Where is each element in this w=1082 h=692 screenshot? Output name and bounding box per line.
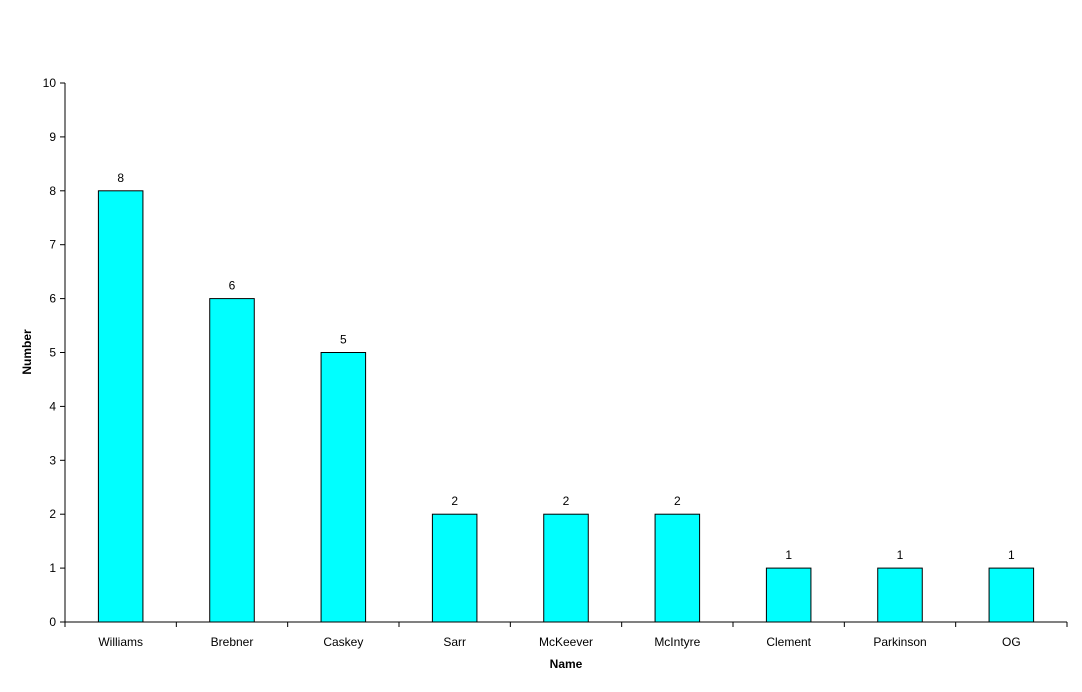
x-tick-label: Parkinson	[873, 635, 926, 649]
bars	[97, 190, 1035, 623]
y-tick-label: 0	[49, 615, 56, 629]
data-labels: 8 6 5 2 2 2 1 1 1	[117, 171, 1015, 562]
y-tick-label: 2	[49, 507, 56, 521]
data-label: 1	[785, 548, 792, 562]
data-label: 5	[340, 333, 347, 347]
data-label: 2	[451, 494, 458, 508]
data-label: 6	[229, 279, 236, 293]
data-label: 1	[1008, 548, 1015, 562]
y-tick-label: 7	[49, 238, 56, 252]
bar-brebner	[209, 298, 255, 623]
bar-parkinson	[877, 567, 923, 623]
bar-og	[988, 567, 1035, 623]
data-label: 2	[563, 494, 570, 508]
y-axis: 0 1 2 3 4 5 6 7 8 9 10	[43, 76, 66, 629]
x-tick-label: Caskey	[323, 635, 363, 649]
bar-mckeever	[543, 513, 589, 623]
data-label: 8	[117, 171, 124, 185]
y-tick-label: 9	[49, 130, 56, 144]
x-tick-label: Brebner	[211, 635, 254, 649]
data-label: 1	[897, 548, 904, 562]
x-tick-label: Clement	[766, 635, 811, 649]
bar-caskey	[320, 352, 367, 623]
y-axis-title: Number	[20, 329, 34, 375]
y-tick-label: 8	[49, 184, 56, 198]
x-tick-label: Williams	[98, 635, 143, 649]
y-tick-label: 1	[49, 561, 56, 575]
bar-clement	[765, 567, 812, 623]
y-tick-label: 5	[49, 346, 56, 360]
x-axis: Williams Brebner Caskey Sarr McKeever McIntyr…	[64, 621, 1068, 649]
x-tick-label: OG	[1002, 635, 1021, 649]
bar-sarr	[431, 513, 478, 623]
x-tick-label: McIntyre	[654, 635, 700, 649]
x-tick-label: Sarr	[443, 635, 466, 649]
x-tick-label: McKeever	[539, 635, 593, 649]
y-tick-label: 10	[43, 76, 57, 90]
data-label: 2	[674, 494, 681, 508]
y-tick-label: 3	[49, 453, 56, 467]
x-axis-title: Name	[550, 657, 583, 671]
y-tick-label: 6	[49, 292, 56, 306]
bar-williams	[97, 190, 144, 623]
bar-mcintyre	[654, 513, 701, 623]
y-tick-label: 4	[49, 399, 56, 413]
